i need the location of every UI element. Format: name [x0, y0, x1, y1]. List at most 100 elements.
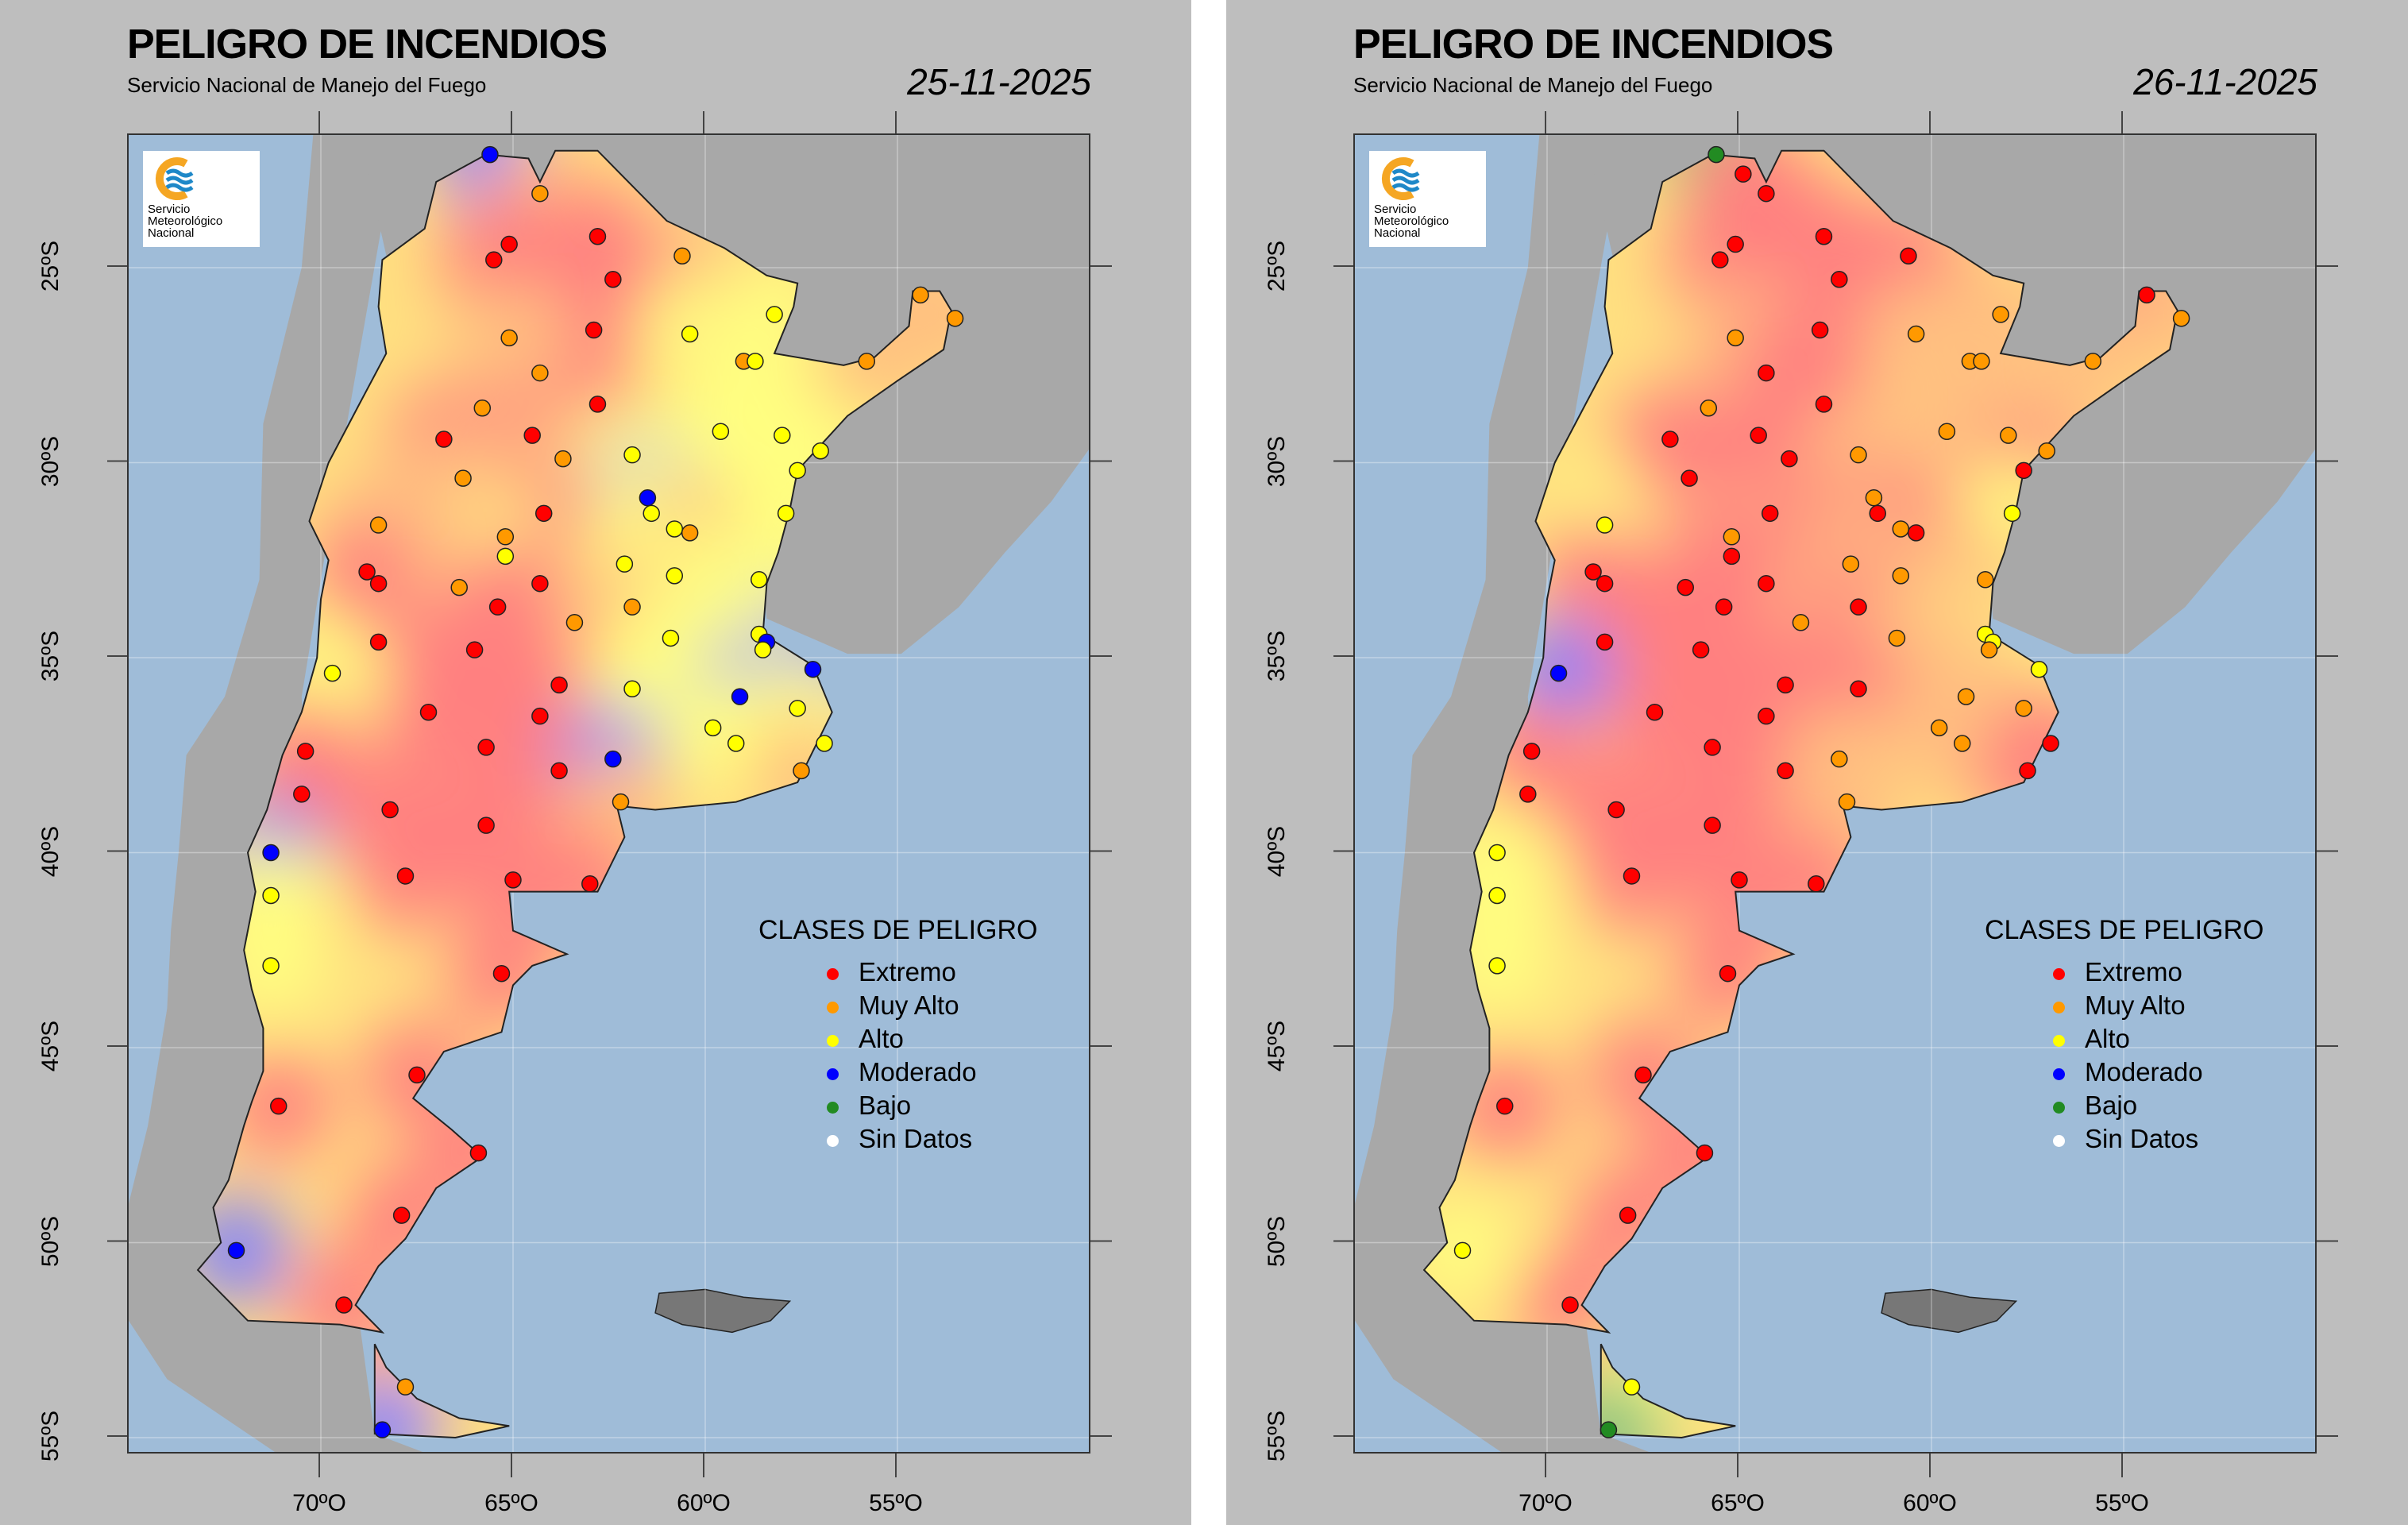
legend-item: Sin Datos: [2053, 1124, 2263, 1157]
legend-dot-icon: [827, 1035, 839, 1047]
station-marker: [435, 430, 453, 448]
station-marker: [588, 227, 607, 245]
map-date: 26-11-2025: [2133, 61, 2317, 102]
lat-tick-label: 55ºS: [1264, 1410, 1290, 1462]
station-marker: [2042, 735, 2059, 752]
map-title: PELIGRO DE INCENDIOS: [127, 21, 608, 68]
station-marker: [227, 1241, 245, 1260]
map-subtitle: Servicio Nacional de Manejo del Fuego: [127, 73, 487, 97]
station-marker: [623, 446, 641, 464]
station-marker: [1842, 555, 1860, 573]
station-marker: [531, 574, 549, 593]
legend-label: Extremo: [2085, 957, 2182, 986]
lon-tick-label: 60ºO: [1903, 1490, 1957, 1516]
station-marker: [554, 450, 572, 468]
legend-label: Moderado: [2085, 1057, 2203, 1087]
lat-tick-label: 25ºS: [1264, 240, 1290, 292]
legend-item: Moderado: [2053, 1057, 2263, 1091]
lat-tick-label: 30ºS: [37, 435, 64, 487]
station-marker: [550, 676, 568, 694]
station-marker: [1815, 396, 1833, 413]
station-marker: [662, 629, 680, 647]
station-marker: [1957, 688, 1975, 705]
station-marker: [1869, 504, 1886, 523]
lat-tick-label: 50ºS: [37, 1215, 64, 1267]
station-marker: [812, 442, 829, 460]
station-marker: [712, 423, 730, 440]
station-marker: [793, 762, 810, 780]
station-marker: [581, 875, 599, 893]
station-marker: [531, 364, 549, 382]
legend-dot-icon: [827, 1002, 839, 1013]
station-marker: [1719, 964, 1737, 983]
lat-tick-label: 55ºS: [37, 1410, 64, 1462]
station-marker: [550, 762, 568, 780]
legend-item: Bajo: [827, 1091, 1037, 1124]
station-marker: [565, 614, 584, 631]
station-marker: [473, 400, 492, 417]
legend-item: Alto: [2053, 1024, 2263, 1057]
station-marker: [1838, 793, 1856, 811]
station-marker: [2030, 660, 2048, 678]
lat-tick-label: 40ºS: [37, 825, 64, 877]
legend-dot-icon: [827, 1102, 839, 1114]
lat-tick-label: 50ºS: [1264, 1215, 1290, 1267]
legend-item: Extremo: [2053, 957, 2263, 990]
legend-label: Sin Datos: [2085, 1124, 2199, 1153]
station-marker: [681, 325, 699, 343]
lat-tick-label: 25ºS: [37, 240, 64, 292]
station-marker: [531, 184, 549, 203]
station-marker: [1792, 614, 1810, 631]
station-marker: [1488, 886, 1506, 905]
smn-logo-icon: [155, 157, 194, 200]
legend-title: CLASES DE PELIGRO: [758, 915, 1038, 945]
station-marker: [747, 353, 764, 370]
station-marker: [1634, 1066, 1652, 1084]
argentina-outline: [1422, 149, 2178, 1334]
logo-line: Servicio: [1374, 203, 1417, 216]
station-marker: [450, 578, 468, 596]
argentina-outline: [196, 149, 952, 1334]
station-marker: [1953, 735, 1971, 752]
station-marker: [1522, 743, 1541, 760]
station-marker: [358, 563, 376, 581]
lat-tick-label: 40ºS: [1264, 825, 1290, 877]
station-marker: [1488, 957, 1506, 975]
lat-tick-label: 35ºS: [37, 630, 64, 682]
station-marker: [616, 555, 634, 573]
legend-dot-icon: [2053, 1068, 2065, 1080]
smn-logo-text: Servicio Meteorológico Nacional: [1374, 203, 1449, 239]
legend-title: CLASES DE PELIGRO: [1985, 915, 2264, 945]
station-marker: [1646, 703, 1664, 721]
station-marker: [1723, 547, 1741, 566]
station-marker: [504, 871, 522, 889]
legend-label: Muy Alto: [859, 990, 959, 1020]
logo-line: Meteorológico: [1374, 214, 1449, 228]
lon-tick-label: 65ºO: [1711, 1490, 1765, 1516]
legend: CLASES DE PELIGRO Extremo Muy Alto Alto Mod…: [758, 915, 1037, 1157]
station-marker: [704, 719, 722, 737]
legend-label: Alto: [859, 1024, 904, 1053]
logo-line: Nacional: [148, 226, 195, 240]
station-marker: [643, 504, 660, 523]
station-marker: [1453, 1241, 1472, 1260]
station-marker: [2084, 353, 2102, 370]
fire-danger-map: [1355, 135, 2315, 1452]
legend-label: Moderado: [859, 1057, 977, 1087]
legend-dot-icon: [2053, 1035, 2065, 1047]
station-marker: [469, 1144, 488, 1162]
station-marker: [1761, 504, 1779, 523]
map-panel-2: PELIGRO DE INCENDIOS Servicio Nacional d…: [1226, 0, 2408, 1525]
malvinas-islands: [654, 1288, 792, 1334]
station-marker: [774, 427, 791, 444]
station-marker: [323, 664, 342, 682]
station-marker: [262, 844, 280, 862]
station-marker: [1735, 165, 1752, 183]
station-marker: [481, 145, 499, 164]
legend-dot-icon: [2053, 1002, 2065, 1013]
lon-tick-label: 55ºO: [869, 1490, 923, 1516]
legend-label: Muy Alto: [2085, 990, 2186, 1020]
station-marker: [766, 306, 783, 323]
station-marker: [488, 598, 507, 616]
station-marker: [1549, 664, 1568, 682]
